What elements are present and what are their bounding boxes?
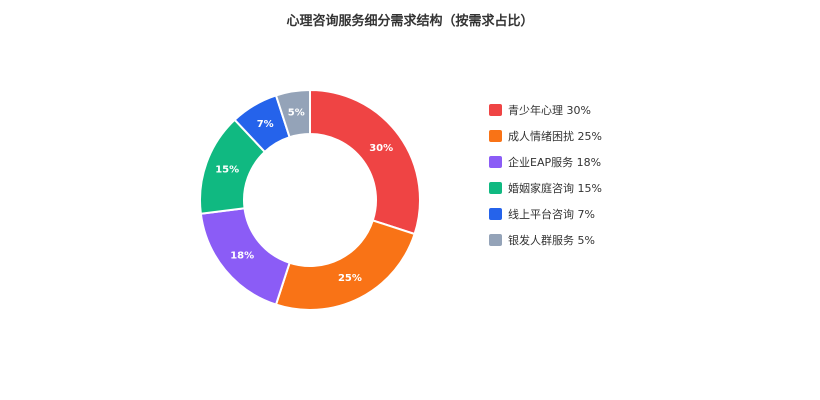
legend-label: 婚姻家庭咨询 15%	[508, 182, 602, 195]
legend-swatch	[489, 208, 502, 220]
legend-swatch	[489, 234, 502, 246]
legend-label: 银发人群服务 5%	[508, 234, 595, 247]
legend-item-5[interactable]: 线上平台咨询 7%	[489, 201, 602, 227]
legend-label: 成人情绪困扰 25%	[508, 130, 602, 143]
slice-label-5: 7%	[257, 119, 274, 130]
legend-label: 企业EAP服务 18%	[508, 156, 602, 169]
legend-item-1[interactable]: 青少年心理 30%	[489, 97, 602, 123]
slice-label-3: 18%	[230, 251, 254, 262]
legend-swatch	[489, 156, 502, 168]
chart-legend: 青少年心理 30% 成人情绪困扰 25% 企业EAP服务 18% 婚姻家庭咨询 15%…	[489, 97, 602, 253]
slice-label-2: 25%	[338, 273, 362, 284]
legend-item-3[interactable]: 企业EAP服务 18%	[489, 149, 602, 175]
legend-label: 线上平台咨询 7%	[508, 208, 595, 221]
legend-swatch	[489, 182, 502, 194]
slice-label-4: 15%	[215, 165, 239, 176]
slice-label-1: 30%	[369, 143, 393, 154]
slice-6[interactable]	[274, 88, 311, 139]
legend-swatch	[489, 130, 502, 142]
slice-2[interactable]	[274, 219, 416, 311]
legend-swatch	[489, 104, 502, 116]
legend-item-4[interactable]: 婚姻家庭咨询 15%	[489, 175, 602, 201]
legend-item-2[interactable]: 成人情绪困扰 25%	[489, 123, 602, 149]
legend-item-6[interactable]: 银发人群服务 5%	[489, 227, 602, 253]
legend-label: 青少年心理 30%	[508, 104, 591, 117]
slice-1[interactable]	[309, 88, 421, 236]
slice-label-6: 5%	[288, 108, 305, 119]
chart-title: 心理咨询服务细分需求结构（按需求占比）	[286, 14, 534, 29]
